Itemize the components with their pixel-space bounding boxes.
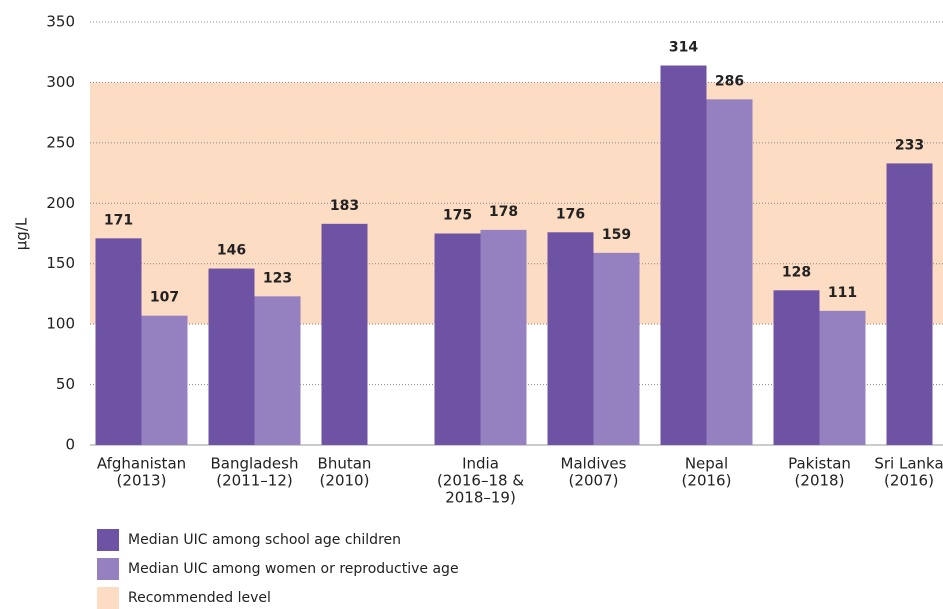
legend-swatch — [97, 587, 119, 609]
y-tick-label: 300 — [46, 73, 75, 91]
x-tick-label: (2016–18 & — [437, 472, 524, 490]
bar — [254, 296, 301, 445]
value-label: 176 — [556, 206, 585, 222]
bar — [886, 163, 933, 445]
bar — [706, 99, 753, 445]
y-tick-label: 100 — [46, 315, 75, 333]
bar — [434, 233, 481, 445]
value-label: 175 — [443, 208, 472, 224]
value-label: 159 — [602, 227, 631, 243]
value-label: 286 — [715, 73, 744, 89]
x-tick-label: (2018) — [795, 472, 845, 490]
value-label: 171 — [104, 212, 133, 228]
legend-swatch — [97, 558, 119, 580]
value-label: 178 — [489, 204, 518, 220]
value-label: 123 — [263, 270, 292, 286]
x-tick-label: Pakistan — [788, 455, 851, 473]
bar — [95, 238, 142, 445]
bar — [321, 223, 368, 445]
bar — [593, 252, 640, 445]
y-axis-label: µg/L — [13, 217, 31, 250]
y-tick-label: 0 — [65, 436, 75, 454]
bar — [141, 315, 188, 445]
x-tick-label: Afghanistan — [97, 455, 186, 473]
x-tick-label: Nepal — [685, 455, 728, 473]
y-tick-label: 250 — [46, 133, 75, 151]
legend-label: Median UIC among school age children — [128, 532, 401, 548]
bar — [208, 268, 255, 445]
x-tick-label: (2010) — [320, 472, 370, 490]
y-tick-label: 50 — [56, 375, 75, 393]
legend-label: Recommended level — [128, 590, 271, 606]
x-tick-label: Sri Lanka — [874, 455, 943, 473]
bar — [547, 232, 594, 445]
x-tick-label: (2007) — [569, 472, 619, 490]
value-label: 146 — [217, 243, 246, 259]
x-tick-label: (2011–12) — [216, 472, 292, 490]
legend-swatch — [97, 529, 119, 551]
y-tick-label: 150 — [46, 254, 75, 272]
x-tick-label: (2013) — [117, 472, 167, 490]
value-label: 233 — [895, 137, 924, 153]
value-label: 314 — [669, 40, 698, 56]
y-tick-label: 200 — [46, 194, 75, 212]
x-tick-label: 2018–19) — [445, 489, 516, 507]
x-tick-label: India — [462, 455, 499, 473]
x-tick-label: (2016) — [682, 472, 732, 490]
x-tick-label: Bangladesh — [211, 455, 299, 473]
value-label: 107 — [150, 290, 179, 306]
legend-label: Median UIC among women or reproductive a… — [128, 561, 459, 577]
bar — [660, 65, 707, 445]
value-label: 111 — [828, 285, 857, 301]
x-tick-label: Maldives — [561, 455, 627, 473]
bar — [773, 290, 820, 445]
bar — [819, 310, 866, 445]
bar — [480, 229, 527, 445]
value-label: 128 — [782, 264, 811, 280]
x-tick-label: (2016) — [884, 472, 934, 490]
value-label: 183 — [330, 198, 359, 214]
y-tick-label: 350 — [46, 13, 75, 31]
x-tick-label: Bhutan — [318, 455, 372, 473]
